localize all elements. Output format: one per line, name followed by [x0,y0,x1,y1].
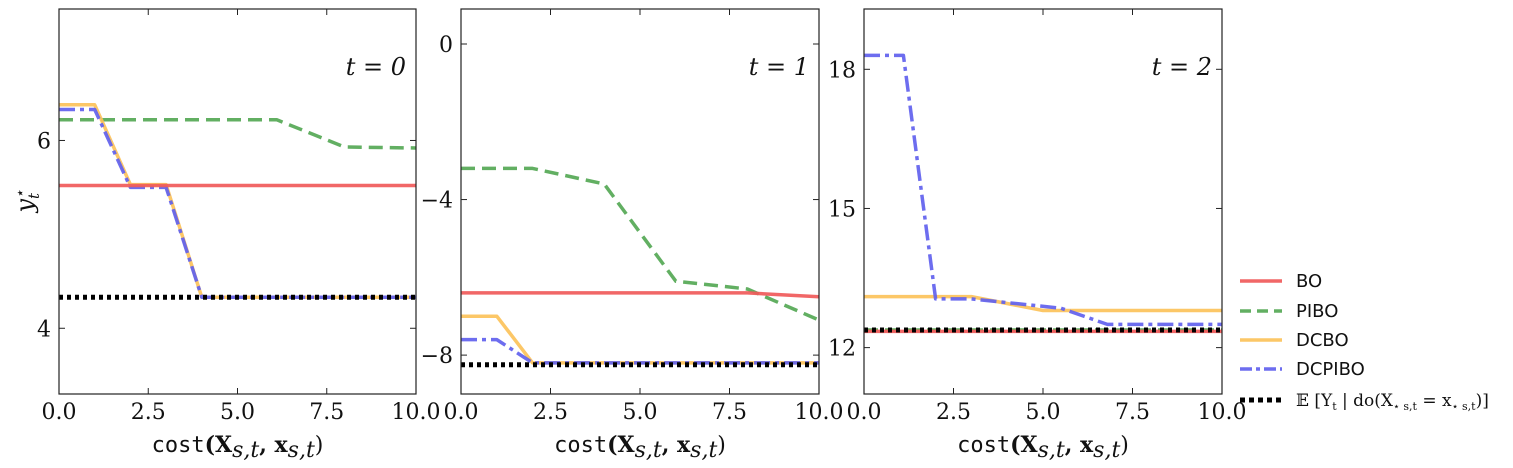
y-tick-label: 15 [828,197,856,222]
x-axis-label: cost(Xs,t, xs,t) [554,432,726,463]
series-line-pibo-1 [461,166,819,322]
series-line-dcpibo-1 [461,337,819,365]
y-tick-label: −4 [421,189,453,214]
y-axis-label: yt⋆ [11,190,43,214]
y-tick-label: 4 [37,317,51,342]
legend: BO PIBO DCBO DCPIBO 𝔼 [Yt | do(X⋆ s,t = x⋆ s… [1240,271,1489,413]
x-tick-label: 7.5 [309,400,344,425]
y-tick-label: 12 [828,337,856,362]
panel-2: 0.0 2.5 5.0 7.5 10.0 12 15 18 t = 2 cost(Xs,t, xs… [828,8,1247,463]
series-line-dcbo-1 [461,314,819,365]
panel-annotation: t = 2 [1152,53,1212,81]
legend-label: 𝔼 [Yt | do(X⋆ s,t = x⋆ s,t)] [1296,391,1489,413]
legend-label: PIBO [1296,301,1338,322]
x-tick-label: 5.0 [220,400,255,425]
series-line-bo-1 [461,291,819,299]
series-line-pibo-0 [59,118,416,150]
y-tick-label: 0 [439,33,453,58]
x-axis-label: cost(Xs,t, xs,t) [957,432,1129,463]
panel-1: 0.0 2.5 5.0 7.5 10.0 0 −4 −8 t = 1 cost(Xs,t, xs,… [421,8,844,463]
x-tick-label: 0.0 [847,400,882,425]
x-tick-label: 10.0 [392,400,441,425]
x-tick-label: 2.5 [936,400,971,425]
x-axis-label: cost(Xs,t, xs,t) [152,432,324,463]
series-line-dcbo-2 [864,294,1222,313]
x-tick-label: 5.0 [1026,400,1061,425]
series-line-dcbo-0 [59,103,416,300]
panel-annotation: t = 0 [346,53,406,81]
legend-label: DCBO [1296,330,1349,351]
legend-label: DCPIBO [1296,359,1365,380]
y-tick-label: −8 [421,344,453,369]
y-tick-label: 6 [37,129,51,154]
x-tick-label: 0.0 [444,400,479,425]
panel-annotation: t = 1 [749,53,809,81]
x-tick-label: 10.0 [795,400,844,425]
panel-0: 0.0 2.5 5.0 7.5 10.0 4 6 t = 0 cost(Xs,t, xs,t) [37,8,441,463]
x-tick-label: 5.0 [623,400,658,425]
x-tick-label: 7.5 [712,400,747,425]
y-tick-label: 18 [828,58,856,83]
legend-label: BO [1296,271,1322,292]
x-tick-label: 2.5 [533,400,568,425]
series-line-dcpibo-0 [59,107,416,300]
series-line-dcpibo-2 [864,53,1222,327]
x-tick-label: 10.0 [1198,400,1247,425]
x-tick-label: 7.5 [1115,400,1150,425]
x-tick-label: 0.0 [42,400,77,425]
x-tick-label: 2.5 [131,400,166,425]
